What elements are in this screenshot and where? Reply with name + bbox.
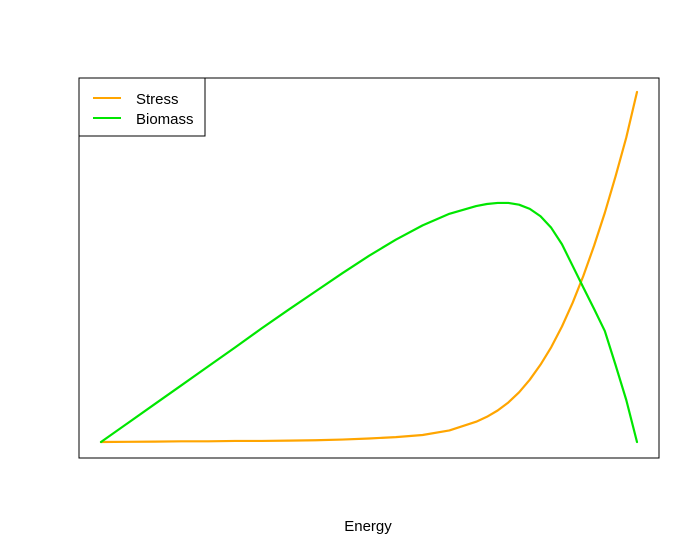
- legend: Stress Biomass: [78, 77, 206, 137]
- legend-label-biomass: Biomass: [136, 111, 194, 128]
- series-line-stress: [99, 90, 639, 444]
- series-line-biomass: [99, 201, 639, 444]
- legend-box: [78, 77, 206, 137]
- plot-frame: [78, 77, 660, 459]
- legend-label-stress: Stress: [136, 91, 179, 108]
- series-layer: [99, 90, 639, 444]
- x-axis-label: Energy: [344, 518, 392, 535]
